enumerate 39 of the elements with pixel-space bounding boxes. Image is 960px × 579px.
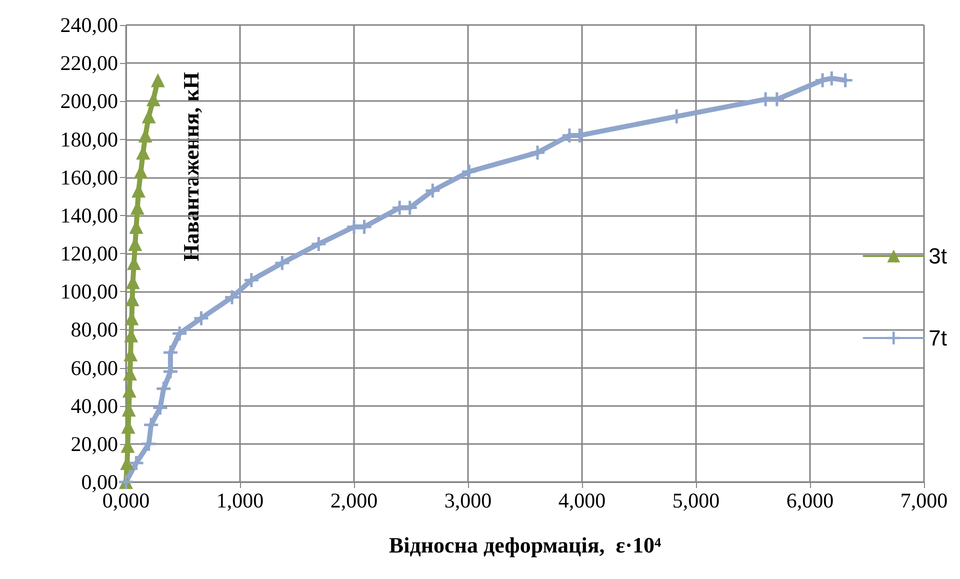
x-tick-label: 4,000 xyxy=(558,488,606,512)
legend-label: 3t xyxy=(928,244,948,268)
y-tick-label: 60,00 xyxy=(70,356,118,380)
y-tick-label: 100,00 xyxy=(60,280,118,304)
point xyxy=(816,73,830,88)
y-tick-label: 240,00 xyxy=(60,13,118,37)
point xyxy=(275,256,290,270)
y-tick-label: 140,00 xyxy=(60,203,118,228)
y-tick-label: 40,00 xyxy=(70,394,118,418)
point xyxy=(462,164,476,179)
point xyxy=(150,73,165,88)
x-axis-title: Відносна деформація, ε·10⁴ xyxy=(388,532,662,558)
point xyxy=(244,273,258,288)
point xyxy=(129,456,144,470)
y-tick-label: 200,00 xyxy=(60,89,118,114)
point xyxy=(225,290,240,304)
y-tick-label: 220,00 xyxy=(60,51,118,76)
x-tick-label: 5,000 xyxy=(672,488,720,512)
point xyxy=(153,400,168,415)
x-tick-label: 1,000 xyxy=(216,488,264,512)
y-tick-label: 20,00 xyxy=(70,432,118,456)
point xyxy=(142,109,156,124)
point xyxy=(312,236,326,251)
point xyxy=(156,382,171,396)
x-tick-label: 2,000 xyxy=(330,488,378,512)
point xyxy=(194,311,208,326)
x-tick-label: 6,000 xyxy=(786,488,834,512)
x-tick-label: 7,000 xyxy=(900,488,948,512)
point xyxy=(426,184,440,198)
y-tick-label: 120,00 xyxy=(60,242,118,266)
y-axis-title: Навантаження, кН xyxy=(178,72,204,262)
y-tick-label: 160,00 xyxy=(60,165,118,190)
y-tick-label: 180,00 xyxy=(60,127,118,152)
legend-label: 7t xyxy=(928,326,948,350)
point xyxy=(172,326,187,340)
y-tick-label: 80,00 xyxy=(70,318,118,342)
point xyxy=(530,146,545,160)
x-tick-label: 3,000 xyxy=(444,488,492,512)
point xyxy=(670,109,684,124)
